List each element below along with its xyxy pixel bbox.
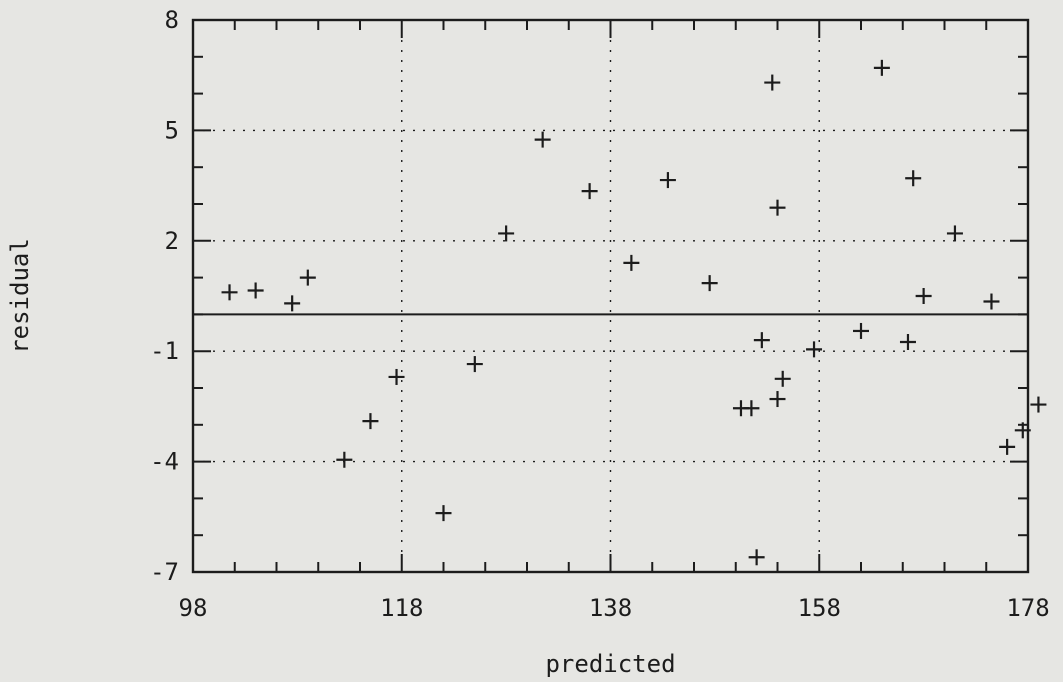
x-axis-label: predicted xyxy=(545,650,675,678)
data-point xyxy=(498,225,515,242)
data-point xyxy=(999,438,1016,455)
data-point xyxy=(769,199,786,216)
plot-frame xyxy=(191,18,1030,574)
data-point xyxy=(1014,422,1031,439)
grid-lines xyxy=(193,20,1028,572)
y-tick-label: 5 xyxy=(165,116,179,144)
data-point xyxy=(336,451,353,468)
x-axis-tick-labels: 98 118 138 158 178 xyxy=(179,594,1050,622)
data-point xyxy=(466,356,483,373)
data-point xyxy=(774,370,791,387)
y-tick-label: -4 xyxy=(150,448,179,476)
x-tick-label: 118 xyxy=(380,594,423,622)
data-point xyxy=(915,288,932,304)
data-point xyxy=(284,295,301,312)
data-points xyxy=(221,59,1047,566)
data-point xyxy=(659,172,676,189)
data-point xyxy=(748,549,765,566)
data-point xyxy=(769,391,786,408)
data-point xyxy=(247,282,264,299)
data-point xyxy=(853,322,869,339)
data-point xyxy=(534,131,551,148)
x-tick-label: 98 xyxy=(179,594,208,622)
x-tick-label: 178 xyxy=(1006,594,1049,622)
data-point xyxy=(388,368,405,385)
data-point xyxy=(743,400,760,417)
data-point xyxy=(873,59,890,76)
x-tick-label: 158 xyxy=(798,594,841,622)
axis-ticks xyxy=(192,19,1029,573)
data-point xyxy=(299,269,316,286)
y-tick-label: 8 xyxy=(165,6,179,34)
data-point xyxy=(1030,396,1047,413)
data-point xyxy=(905,170,922,187)
y-tick-label: -1 xyxy=(150,337,179,365)
data-point xyxy=(221,284,238,301)
y-axis-label: residual xyxy=(6,238,34,354)
data-point xyxy=(764,74,781,91)
y-tick-label: 2 xyxy=(165,227,179,255)
data-point xyxy=(581,183,598,200)
data-point xyxy=(753,332,770,349)
data-point xyxy=(806,341,823,358)
data-point xyxy=(946,225,963,242)
data-point xyxy=(435,505,452,522)
data-point xyxy=(983,293,1000,310)
y-tick-label: -7 xyxy=(150,558,179,586)
data-point xyxy=(899,334,916,350)
x-tick-label: 138 xyxy=(589,594,632,622)
y-axis-tick-labels: 8 5 2 -1 -4 -7 xyxy=(150,6,179,586)
data-point xyxy=(701,275,718,292)
data-point xyxy=(362,413,379,430)
data-point xyxy=(623,254,640,271)
